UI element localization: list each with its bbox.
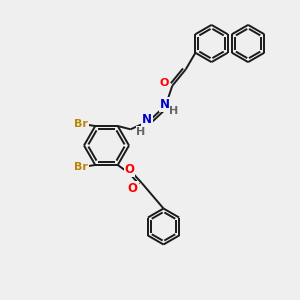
Text: O: O: [128, 182, 138, 195]
Text: Br: Br: [74, 118, 88, 129]
Text: O: O: [159, 78, 169, 88]
Text: Br: Br: [74, 162, 88, 172]
Text: N: N: [142, 112, 152, 126]
Text: H: H: [169, 106, 179, 116]
Text: H: H: [136, 127, 146, 137]
Text: O: O: [124, 163, 134, 176]
Text: N: N: [160, 98, 170, 111]
